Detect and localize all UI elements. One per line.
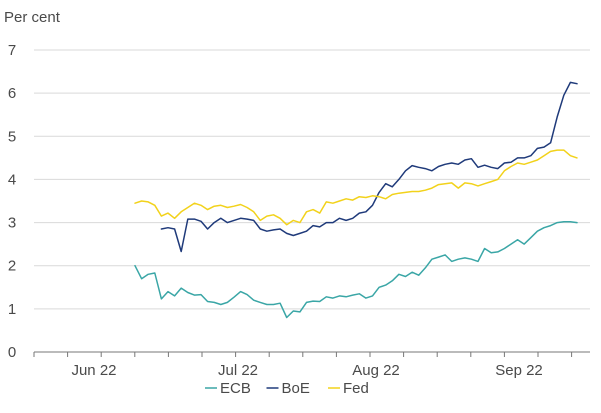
x-tick-label: Aug 22 [352, 362, 400, 379]
series-lines [134, 81, 578, 319]
legend-label-boe: BoE [282, 380, 310, 397]
gridlines [34, 49, 590, 310]
y-tick-label: 6 [8, 85, 16, 102]
y-tick-label: 5 [8, 128, 16, 145]
y-axis-unit-label: Per cent [4, 9, 61, 26]
series-line-ecb [134, 220, 578, 319]
x-tick-label: Jun 22 [71, 362, 116, 379]
y-tick-label: 3 [8, 215, 16, 232]
y-axis: 0 1 2 3 4 5 6 7 [8, 42, 16, 361]
y-tick-label: 7 [8, 42, 16, 59]
y-tick-label: 4 [8, 171, 16, 188]
y-tick-label: 0 [8, 344, 16, 361]
legend-label-fed: Fed [343, 380, 369, 397]
series-line-fed [134, 149, 578, 226]
y-tick-label: 1 [8, 301, 16, 318]
x-tick-label: Jul 22 [218, 362, 258, 379]
legend: ECB BoE Fed [205, 380, 369, 397]
x-tick-label: Sep 22 [495, 362, 543, 379]
legend-label-ecb: ECB [220, 380, 251, 397]
y-tick-label: 2 [8, 258, 16, 275]
series-line-boe [160, 81, 578, 253]
x-axis: Jun 22 Jul 22 Aug 22 Sep 22 [33, 351, 590, 379]
